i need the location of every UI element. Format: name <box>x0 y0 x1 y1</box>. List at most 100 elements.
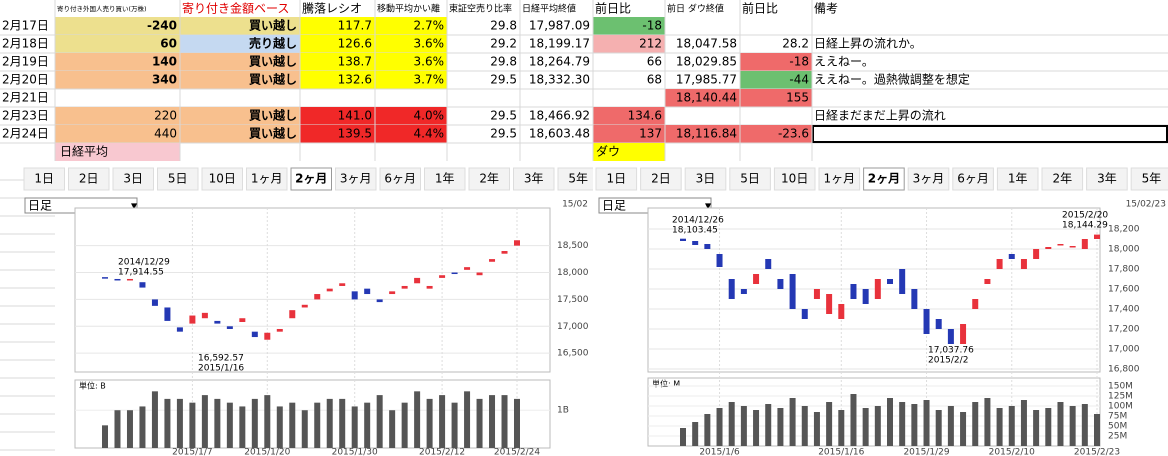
period-tab-label[interactable]: 5日 <box>168 172 188 186</box>
candle <box>911 289 918 309</box>
x-tick-label: 2015/2/24 <box>494 448 540 456</box>
period-tab[interactable] <box>290 167 332 191</box>
cell: 18,116.84 <box>676 127 737 141</box>
cell-fill <box>300 17 375 35</box>
candle <box>476 272 483 276</box>
period-tab-label[interactable]: 6ヶ月 <box>384 172 416 186</box>
cell: 132.6 <box>338 73 372 87</box>
cell-fill <box>665 89 740 107</box>
volume-bar <box>514 398 520 448</box>
cell-fill <box>665 125 740 143</box>
period-tab[interactable] <box>468 167 510 191</box>
volume-bar <box>151 391 158 448</box>
volume-bar <box>226 402 233 448</box>
period-tab[interactable] <box>1130 167 1168 191</box>
period-tab-label[interactable]: 1ヶ月 <box>823 172 855 186</box>
period-tab-label[interactable]: 2ヶ月 <box>868 172 900 186</box>
volume-bar <box>887 398 893 446</box>
volume-bar <box>716 408 723 446</box>
period-tab-label[interactable]: 5年 <box>1142 172 1162 186</box>
period-tab-label[interactable]: 3ヶ月 <box>913 172 945 186</box>
period-tab[interactable] <box>379 167 421 191</box>
period-tab[interactable] <box>112 167 154 191</box>
period-tab[interactable] <box>640 167 682 191</box>
candle <box>838 304 845 319</box>
period-tab[interactable] <box>513 167 555 191</box>
header-cell: 騰落レシオ <box>302 1 362 16</box>
period-tab-label[interactable]: 2ヶ月 <box>295 172 327 186</box>
period-select-label[interactable]: 日足 <box>602 199 626 213</box>
candle <box>239 318 246 322</box>
period-tab[interactable] <box>23 167 65 191</box>
period-tab-label[interactable]: 10日 <box>781 172 808 186</box>
volume-bar <box>139 406 146 448</box>
period-tab[interactable] <box>157 167 199 191</box>
candle <box>414 277 421 284</box>
period-tab[interactable] <box>424 167 466 191</box>
period-tab-label[interactable]: 6ヶ月 <box>957 172 989 186</box>
period-tab-label[interactable]: 10日 <box>209 172 236 186</box>
period-tab-label[interactable]: 5日 <box>740 172 760 186</box>
period-tab[interactable] <box>952 167 994 191</box>
cell: 440 <box>154 127 177 141</box>
cell: 3.6% <box>414 55 445 69</box>
period-tab-label[interactable]: 2日 <box>651 172 671 186</box>
volume-bar <box>126 410 133 448</box>
period-tab[interactable] <box>1086 167 1128 191</box>
header-cell: 日経平均終値 <box>522 3 576 15</box>
period-tab[interactable] <box>335 167 377 191</box>
period-tab[interactable] <box>773 167 816 191</box>
candle <box>314 294 321 300</box>
period-tab[interactable] <box>818 167 861 191</box>
period-tab[interactable] <box>996 167 1039 191</box>
cell-fill <box>55 71 180 89</box>
period-tab-label[interactable]: 1年 <box>435 172 455 186</box>
period-tab[interactable] <box>201 167 243 191</box>
period-tab-label[interactable]: 1日 <box>34 172 54 186</box>
period-tab-label[interactable]: 2年 <box>479 172 499 186</box>
cell: 29.2 <box>490 37 517 51</box>
period-tab[interactable] <box>907 167 950 191</box>
period-tab[interactable] <box>1041 167 1084 191</box>
period-tab[interactable] <box>729 167 771 191</box>
cell: 220 <box>154 109 177 123</box>
y-tick-label: 17,000 <box>557 322 589 332</box>
period-tab-label[interactable]: 1年 <box>1008 172 1028 186</box>
header-cell: 寄り付き金額ベース <box>182 1 289 16</box>
volume-bar <box>376 395 383 448</box>
period-tab-label[interactable]: 2年 <box>1052 172 1072 186</box>
period-tab-label[interactable]: 3ヶ月 <box>340 172 372 186</box>
period-tab[interactable] <box>595 167 638 191</box>
cell: -44 <box>789 73 809 87</box>
period-tab-label[interactable]: 1日 <box>606 172 626 186</box>
period-tab[interactable] <box>246 167 288 191</box>
volume-bar <box>426 398 433 448</box>
volume-bar <box>364 402 371 448</box>
cell: 18,264.79 <box>529 55 590 69</box>
cell-fill <box>740 53 812 71</box>
period-tab-label[interactable]: 5年 <box>568 172 588 186</box>
volume-unit: 単位: M <box>652 379 680 389</box>
volume-bar <box>680 428 686 446</box>
period-tab-label[interactable]: 3日 <box>123 172 143 186</box>
period-tab-label[interactable]: 3年 <box>1097 172 1117 186</box>
candle <box>984 279 991 284</box>
period-tab-label[interactable]: 3年 <box>524 172 544 186</box>
cell: -18 <box>642 19 662 33</box>
period-tab[interactable] <box>863 167 905 191</box>
cell-fill <box>180 53 300 71</box>
volume-bar <box>201 395 208 448</box>
volume-bar <box>899 402 906 446</box>
volume-bar <box>838 410 845 446</box>
period-tab[interactable] <box>684 167 727 191</box>
cell-fill <box>180 17 300 35</box>
period-select-label[interactable]: 日足 <box>28 199 52 213</box>
period-tab-label[interactable]: 1ヶ月 <box>251 172 283 186</box>
cell: 2月23日 <box>2 109 49 123</box>
cell: 3.6% <box>414 37 445 51</box>
period-tab-label[interactable]: 3日 <box>696 172 716 186</box>
period-tab-label[interactable]: 2日 <box>79 172 99 186</box>
cell-fill <box>300 71 375 89</box>
x-tick-label: 2015/1/6 <box>699 448 740 456</box>
period-tab[interactable] <box>68 167 110 191</box>
